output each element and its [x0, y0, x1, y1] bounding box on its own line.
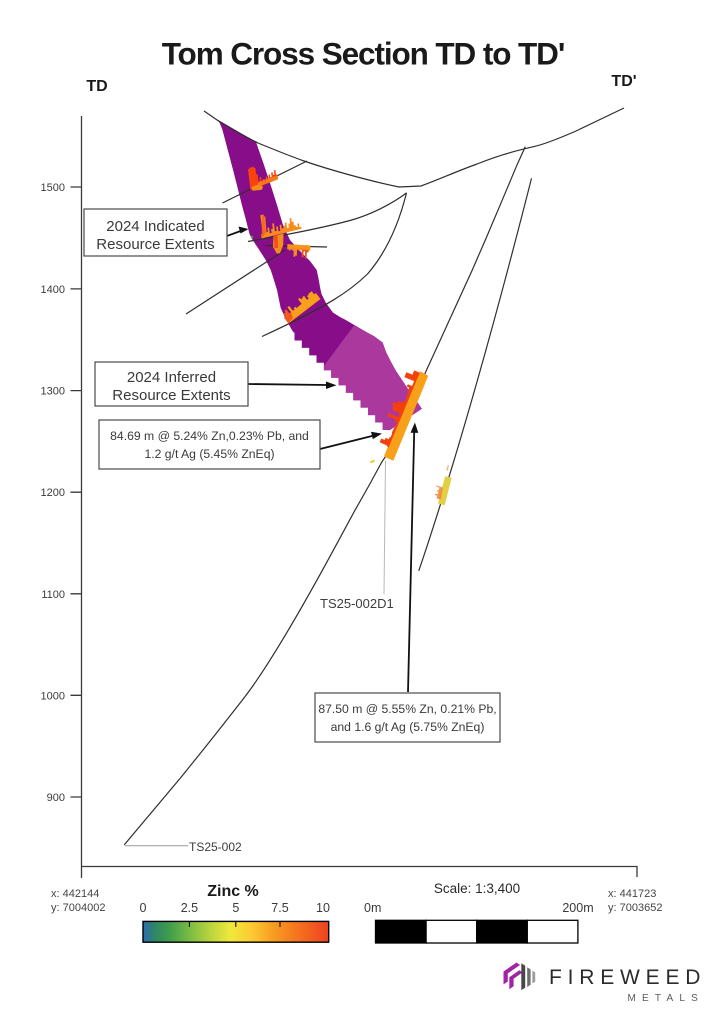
svg-text:1200: 1200 — [41, 487, 65, 499]
svg-text:5: 5 — [232, 901, 239, 915]
svg-text:and 1.6 g/t Ag (5.75% ZnEq): and 1.6 g/t Ag (5.75% ZnEq) — [331, 720, 485, 734]
svg-text:1300: 1300 — [41, 386, 65, 398]
svg-text:x: 442144: x: 442144 — [51, 888, 99, 900]
svg-text:84.69 m @ 5.24% Zn,0.23% Pb, a: 84.69 m @ 5.24% Zn,0.23% Pb, and — [110, 429, 309, 443]
svg-text:FIREWEED: FIREWEED — [549, 966, 706, 989]
svg-text:87.50 m @ 5.55% Zn, 0.21% Pb,: 87.50 m @ 5.55% Zn, 0.21% Pb, — [318, 702, 496, 716]
svg-text:10: 10 — [316, 901, 330, 915]
svg-text:1000: 1000 — [41, 690, 65, 702]
svg-text:0m: 0m — [364, 901, 381, 915]
svg-text:Zinc %: Zinc % — [207, 883, 259, 900]
svg-text:200m: 200m — [562, 901, 593, 915]
svg-text:METALS: METALS — [628, 993, 704, 1004]
svg-text:1.2 g/t Ag (5.45% ZnEq): 1.2 g/t Ag (5.45% ZnEq) — [144, 447, 274, 461]
svg-text:900: 900 — [47, 792, 65, 804]
svg-text:y: 7003652: y: 7003652 — [608, 902, 662, 914]
svg-text:1400: 1400 — [41, 284, 65, 296]
svg-text:TS25-002: TS25-002 — [189, 840, 242, 854]
svg-text:TD: TD — [86, 78, 107, 95]
svg-text:Tom Cross Section TD to TD': Tom Cross Section TD to TD' — [162, 36, 564, 72]
svg-text:Resource Extents: Resource Extents — [96, 236, 214, 253]
svg-text:7.5: 7.5 — [271, 901, 288, 915]
svg-text:TD': TD' — [611, 73, 636, 90]
svg-text:2024 Inferred: 2024 Inferred — [127, 369, 216, 386]
svg-text:2024 Indicated: 2024 Indicated — [106, 218, 204, 235]
svg-text:Scale: 1:3,400: Scale: 1:3,400 — [434, 881, 520, 896]
svg-text:0: 0 — [140, 901, 147, 915]
svg-text:Resource Extents: Resource Extents — [112, 387, 230, 404]
svg-text:1500: 1500 — [41, 182, 65, 194]
svg-text:x: 441723: x: 441723 — [608, 888, 656, 900]
svg-text:2.5: 2.5 — [181, 901, 198, 915]
svg-text:1100: 1100 — [41, 589, 65, 601]
svg-text:y: 7004002: y: 7004002 — [51, 902, 105, 914]
svg-text:TS25-002D1: TS25-002D1 — [320, 596, 394, 611]
